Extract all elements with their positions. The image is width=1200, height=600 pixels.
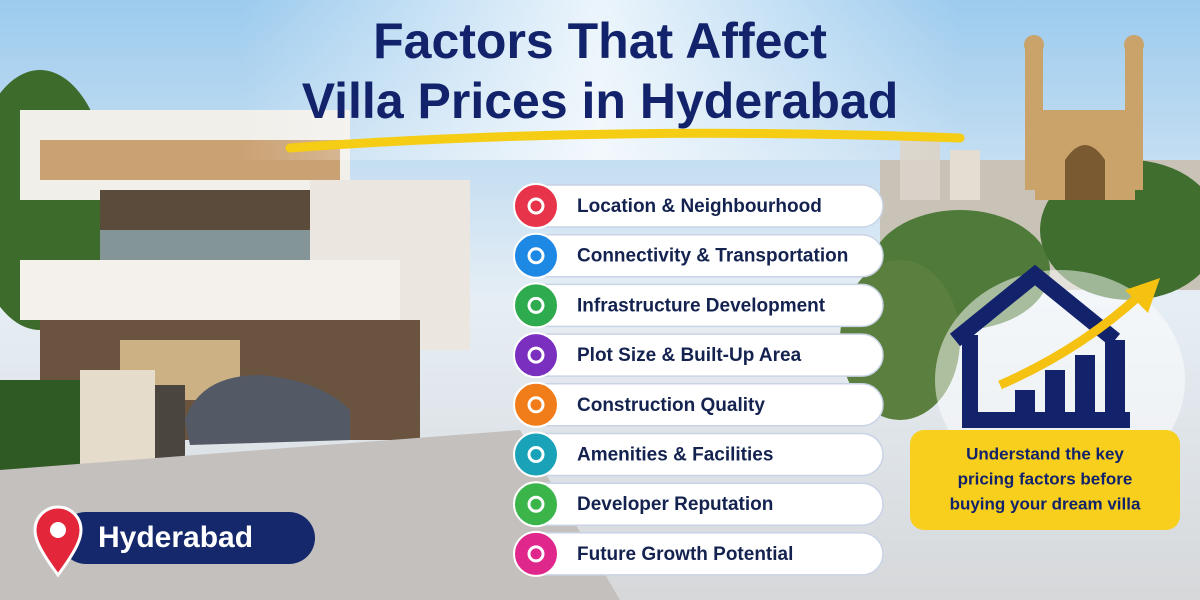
car xyxy=(185,375,350,445)
location-label: Hyderabad xyxy=(98,521,253,554)
factor-item: Infrastructure Development xyxy=(513,282,884,329)
factor-icon-glyph xyxy=(527,446,545,463)
charminar xyxy=(1024,35,1144,200)
callout: Understand the key pricing factors before… xyxy=(950,444,1141,513)
factor-label: Plot Size & Built-Up Area xyxy=(577,345,802,366)
factor-icon-glyph xyxy=(527,296,545,314)
factor-label: Amenities & Facilities xyxy=(577,445,773,466)
title-line: Villa Prices in Hyderabad xyxy=(302,73,899,129)
factor-item: Construction Quality xyxy=(513,381,884,428)
factor-icon xyxy=(513,332,559,379)
callout-line: pricing factors before xyxy=(958,469,1133,488)
factor-label: Connectivity & Transportation xyxy=(577,246,848,267)
factor-label: Location & Neighbourhood xyxy=(577,196,822,217)
callout-line: Understand the key xyxy=(966,444,1124,463)
title-line: Factors That Affect xyxy=(373,13,827,69)
factor-item: Connectivity & Transportation xyxy=(513,232,884,279)
factor-icon xyxy=(513,232,559,279)
factor-icon-glyph xyxy=(527,346,545,364)
factor-item: Developer Reputation xyxy=(513,481,884,528)
factor-icon-glyph xyxy=(527,495,545,513)
factor-label: Developer Reputation xyxy=(577,494,773,515)
factor-label: Future Growth Potential xyxy=(577,544,793,565)
factor-item: Plot Size & Built-Up Area xyxy=(513,332,884,379)
factor-icon-glyph xyxy=(527,396,545,414)
factor-item: Amenities & Facilities xyxy=(513,431,884,478)
factor-icon-glyph xyxy=(527,247,545,265)
villa xyxy=(0,70,620,600)
factor-label: Construction Quality xyxy=(577,395,765,416)
factor-item: Future Growth Potential xyxy=(513,530,884,577)
factor-icon-glyph xyxy=(527,545,545,563)
factor-icon-glyph xyxy=(527,197,545,215)
factor-icon xyxy=(513,431,559,478)
factor-icon xyxy=(513,481,559,528)
title-underline xyxy=(285,128,965,153)
factor-list: Location & Neighbourhood Connectivity & T… xyxy=(513,183,884,577)
factor-item: Location & Neighbourhood xyxy=(513,183,884,229)
callout-line: buying your dream villa xyxy=(950,494,1141,513)
factor-icon xyxy=(513,183,559,229)
callout-box xyxy=(910,430,1180,530)
location-badge: Hyderabad xyxy=(33,505,315,578)
factor-icon xyxy=(513,530,559,577)
factor-label: Infrastructure Development xyxy=(577,295,826,316)
factor-icon xyxy=(513,381,559,428)
factor-icon xyxy=(513,282,559,329)
